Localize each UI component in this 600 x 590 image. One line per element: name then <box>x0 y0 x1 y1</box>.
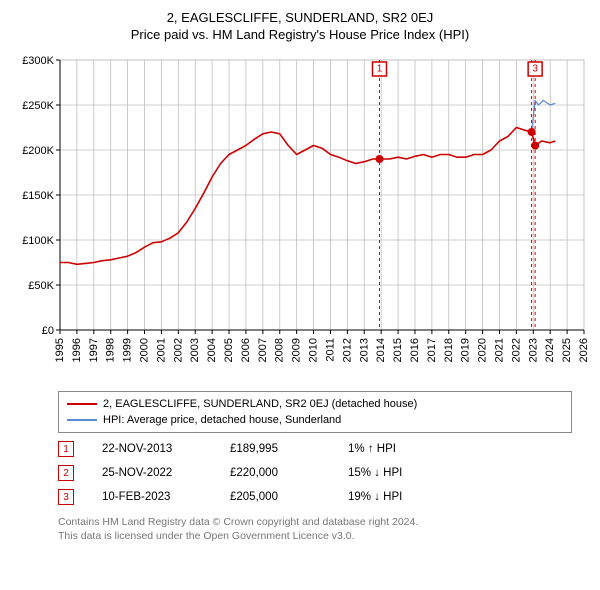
sale-delta: 15% ↓ HPI <box>348 467 458 479</box>
svg-text:2026: 2026 <box>578 338 590 362</box>
svg-text:£200K: £200K <box>22 145 54 157</box>
svg-text:2011: 2011 <box>324 338 336 362</box>
svg-text:2003: 2003 <box>189 338 201 362</box>
footnote: Contains HM Land Registry data © Crown c… <box>58 515 572 543</box>
svg-text:2012: 2012 <box>341 338 353 362</box>
legend: 2, EAGLESCLIFFE, SUNDERLAND, SR2 0EJ (de… <box>58 391 572 433</box>
sale-date: 22-NOV-2013 <box>102 443 202 455</box>
svg-text:2021: 2021 <box>493 338 505 362</box>
sale-delta: 1% ↑ HPI <box>348 443 458 455</box>
svg-text:2015: 2015 <box>392 338 404 362</box>
legend-swatch <box>67 403 97 405</box>
svg-text:2017: 2017 <box>426 338 438 362</box>
svg-text:1: 1 <box>377 64 383 75</box>
sale-marker-badge: 2 <box>58 465 74 481</box>
svg-text:2025: 2025 <box>561 338 573 362</box>
footnote-line: Contains HM Land Registry data © Crown c… <box>58 515 572 529</box>
svg-text:1996: 1996 <box>71 338 83 362</box>
svg-text:2016: 2016 <box>409 338 421 362</box>
svg-text:2018: 2018 <box>443 338 455 362</box>
svg-text:2009: 2009 <box>291 338 303 362</box>
sale-marker-badge: 3 <box>58 489 74 505</box>
sale-date: 10-FEB-2023 <box>102 491 202 503</box>
legend-item: 2, EAGLESCLIFFE, SUNDERLAND, SR2 0EJ (de… <box>67 396 563 412</box>
svg-text:£150K: £150K <box>22 190 54 202</box>
svg-text:2014: 2014 <box>375 338 387 362</box>
legend-label: 2, EAGLESCLIFFE, SUNDERLAND, SR2 0EJ (de… <box>103 396 417 412</box>
legend-swatch <box>67 419 97 421</box>
svg-text:2008: 2008 <box>274 338 286 362</box>
svg-text:1995: 1995 <box>54 338 66 362</box>
chart-title-address: 2, EAGLESCLIFFE, SUNDERLAND, SR2 0EJ <box>8 10 592 25</box>
sale-marker-badge: 1 <box>58 441 74 457</box>
svg-text:1999: 1999 <box>122 338 134 362</box>
svg-text:1997: 1997 <box>88 338 100 362</box>
svg-text:2022: 2022 <box>510 338 522 362</box>
svg-text:£250K: £250K <box>22 100 54 112</box>
svg-text:3: 3 <box>532 64 538 75</box>
table-row: 1 22-NOV-2013 £189,995 1% ↑ HPI <box>58 437 572 461</box>
svg-text:£300K: £300K <box>22 55 54 67</box>
sale-delta: 19% ↓ HPI <box>348 491 458 503</box>
legend-item: HPI: Average price, detached house, Sund… <box>67 412 563 428</box>
sale-price: £189,995 <box>230 443 320 455</box>
sale-date: 25-NOV-2022 <box>102 467 202 479</box>
svg-text:£0: £0 <box>42 325 54 337</box>
footnote-line: This data is licensed under the Open Gov… <box>58 529 572 543</box>
chart-title-sub: Price paid vs. HM Land Registry's House … <box>8 27 592 42</box>
line-chart: £0 £50K £100K £150K £200K £250K £300K 1995 1996 1… <box>8 48 592 378</box>
table-row: 3 10-FEB-2023 £205,000 19% ↓ HPI <box>58 485 572 509</box>
transactions-table: 1 22-NOV-2013 £189,995 1% ↑ HPI 2 25-NOV… <box>58 437 572 509</box>
svg-text:2005: 2005 <box>223 338 235 362</box>
legend-label: HPI: Average price, detached house, Sund… <box>103 412 341 428</box>
svg-text:2007: 2007 <box>257 338 269 362</box>
svg-text:2002: 2002 <box>172 338 184 362</box>
svg-text:1998: 1998 <box>105 338 117 362</box>
svg-text:2004: 2004 <box>206 338 218 362</box>
svg-text:2001: 2001 <box>155 338 167 362</box>
sale-price: £205,000 <box>230 491 320 503</box>
svg-text:2006: 2006 <box>240 338 252 362</box>
svg-text:2010: 2010 <box>308 338 320 362</box>
svg-text:2024: 2024 <box>544 338 556 362</box>
svg-text:2020: 2020 <box>477 338 489 362</box>
svg-text:2000: 2000 <box>139 338 151 362</box>
sale-price: £220,000 <box>230 467 320 479</box>
svg-text:2023: 2023 <box>527 338 539 362</box>
svg-text:2013: 2013 <box>358 338 370 362</box>
table-row: 2 25-NOV-2022 £220,000 15% ↓ HPI <box>58 461 572 485</box>
svg-text:£50K: £50K <box>28 280 54 292</box>
svg-text:£100K: £100K <box>22 235 54 247</box>
chart-area: £0 £50K £100K £150K £200K £250K £300K 1995 1996 1… <box>8 48 592 383</box>
svg-text:2019: 2019 <box>460 338 472 362</box>
